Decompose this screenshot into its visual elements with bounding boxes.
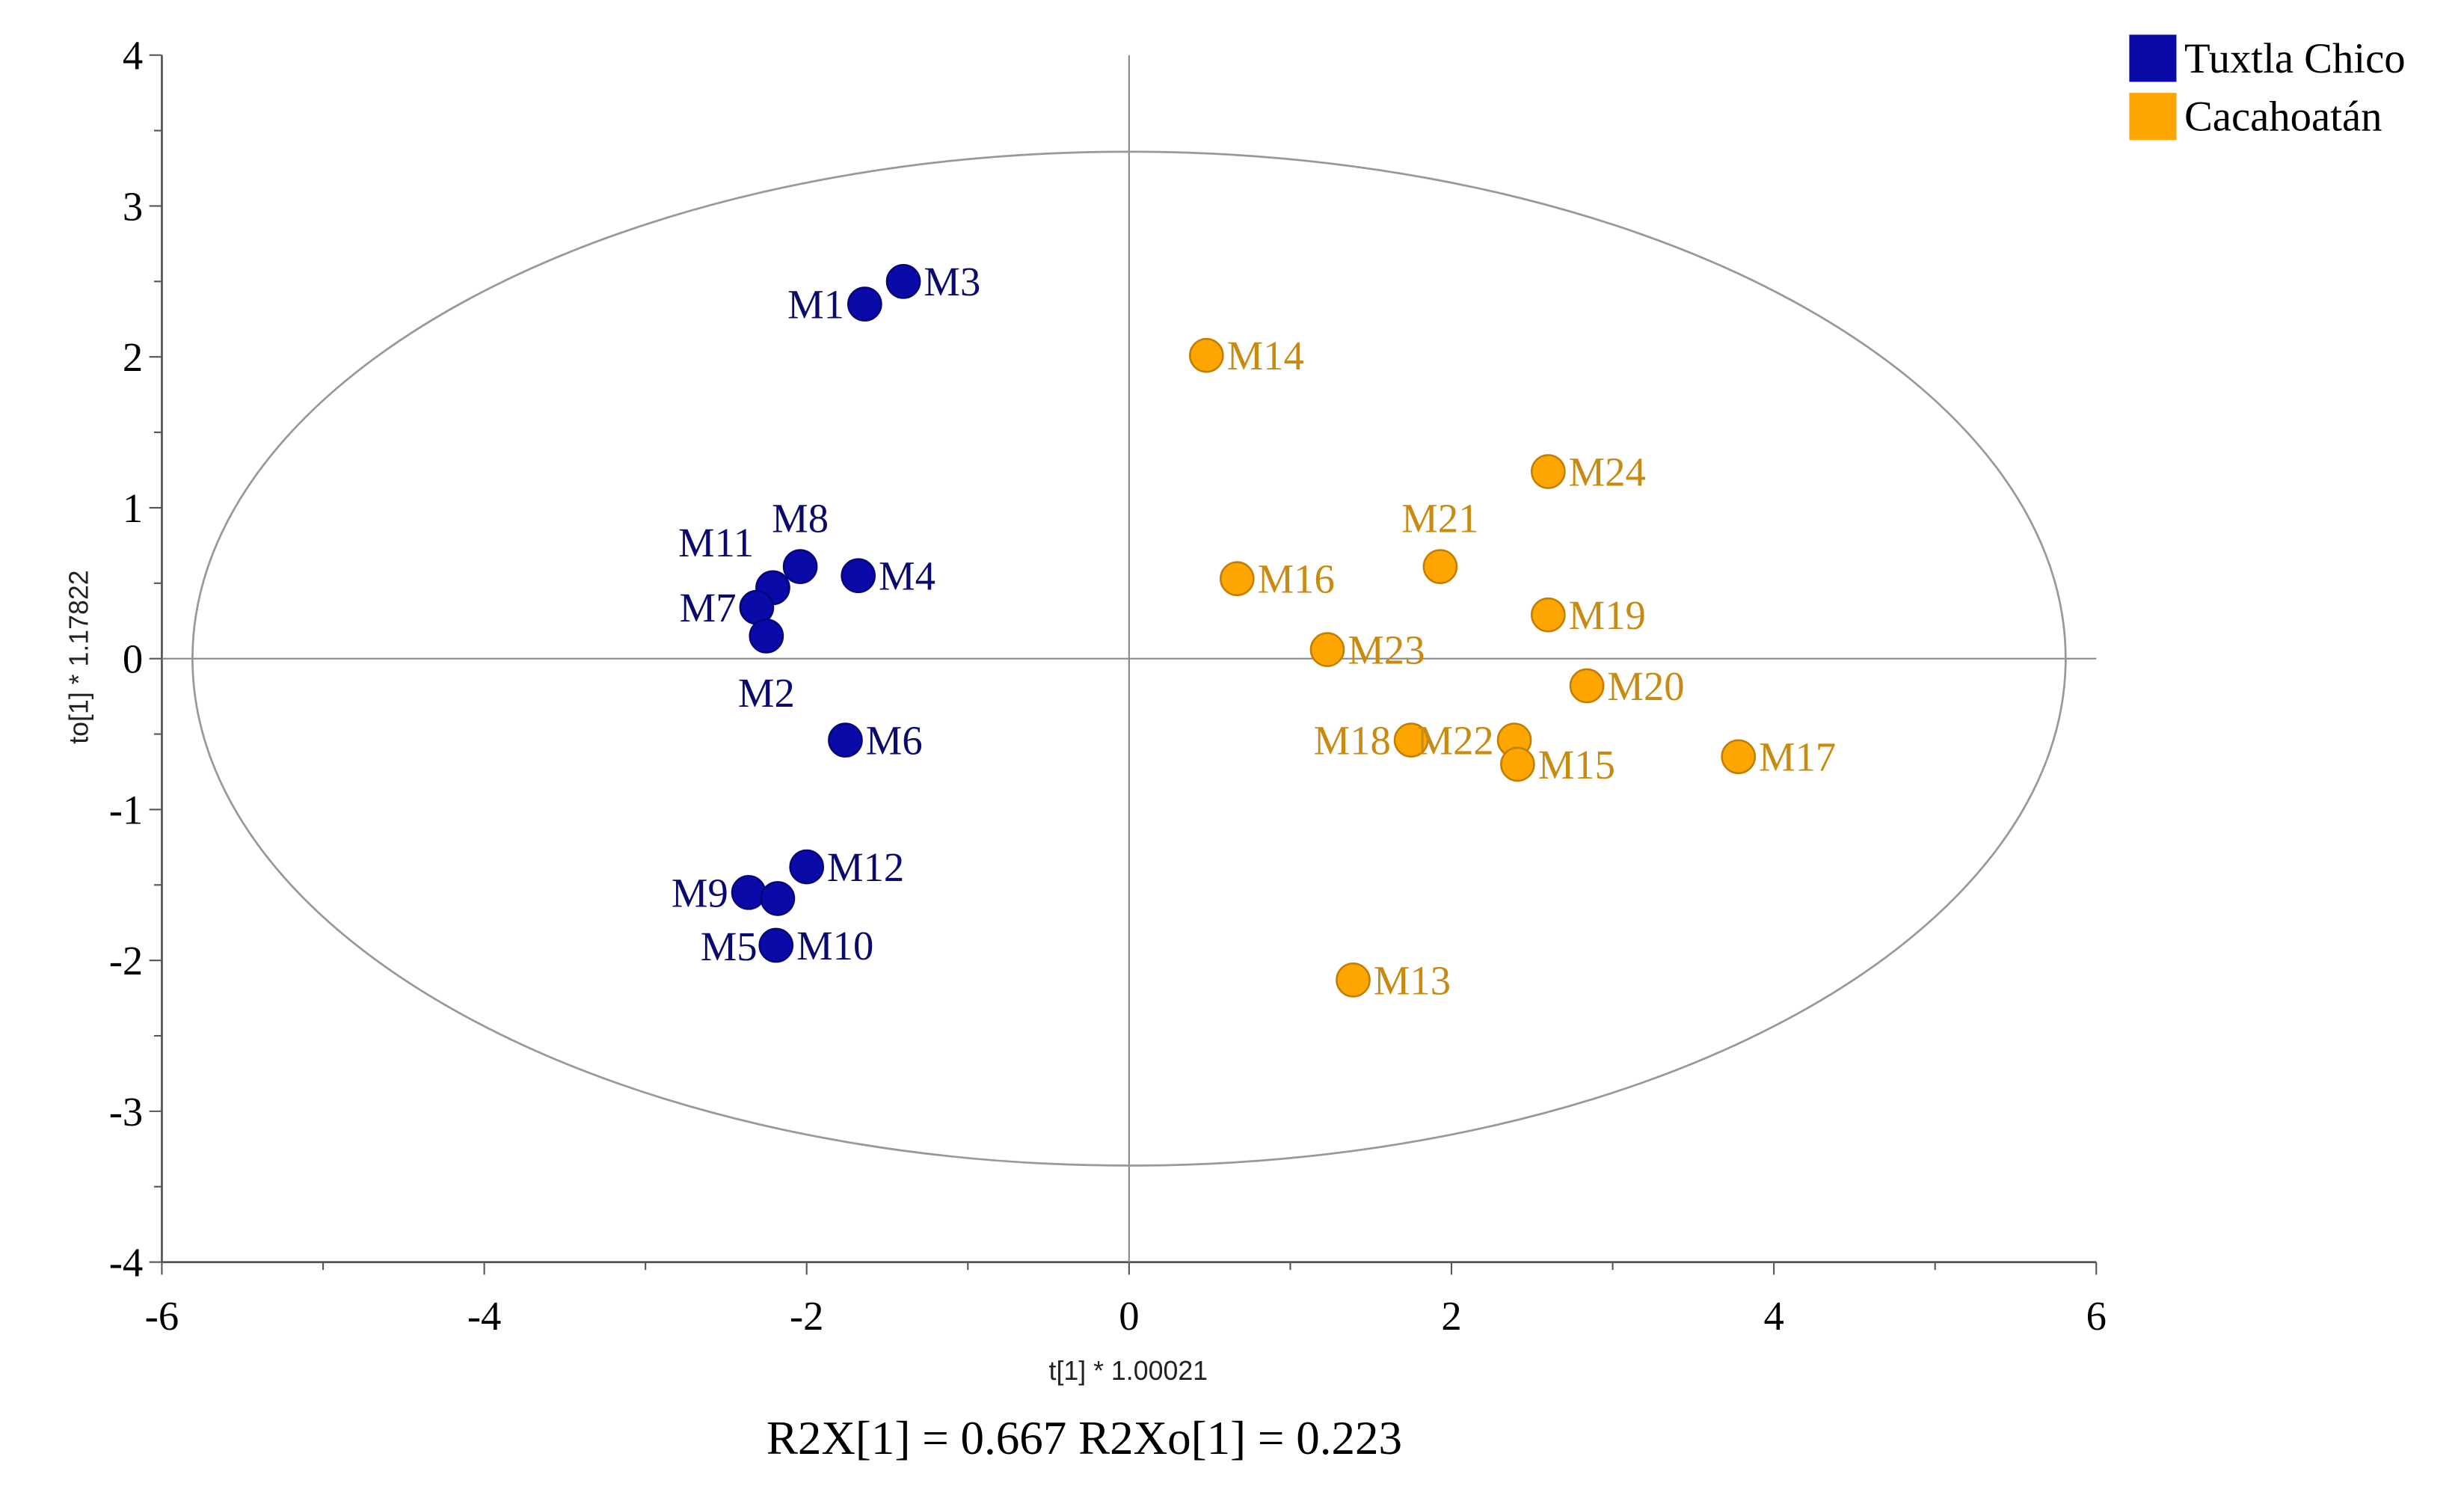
point-m19 — [1531, 597, 1566, 633]
x-tick-label: 4 — [1763, 1293, 1784, 1339]
y-tick-label: -2 — [109, 938, 144, 983]
point-m20 — [1569, 668, 1605, 704]
y-tick-label: -3 — [109, 1089, 144, 1135]
point-label-m1: M1 — [787, 282, 844, 328]
point-label-m12: M12 — [827, 844, 904, 890]
legend: Tuxtla Chico Cacahoatán — [2129, 34, 2406, 141]
point-m15 — [1500, 746, 1535, 782]
point-label-m8: M8 — [772, 495, 829, 541]
y-axis-label: to[1] * 1.17822 — [64, 570, 94, 743]
x-tick-label: -6 — [145, 1293, 179, 1339]
point-label-m17: M17 — [1759, 734, 1836, 780]
point-m17 — [1721, 739, 1757, 775]
y-tick-label: 1 — [123, 485, 143, 531]
point-m6 — [828, 722, 863, 758]
point-label-m22: M22 — [1417, 718, 1494, 764]
point-label-m24: M24 — [1569, 449, 1646, 494]
y-tick-label: -1 — [109, 787, 144, 832]
point-label-m15: M15 — [1538, 742, 1615, 788]
x-tick-label: -2 — [790, 1293, 824, 1339]
point-m5 — [760, 881, 796, 916]
point-label-m16: M16 — [1258, 556, 1335, 602]
point-label-m23: M23 — [1348, 627, 1425, 672]
x-tick-label: 0 — [1119, 1293, 1139, 1339]
point-m16 — [1219, 561, 1255, 597]
point-label-m11: M11 — [678, 520, 754, 565]
x-tick-label: 2 — [1441, 1293, 1461, 1339]
hotelling-ellipse — [191, 150, 2067, 1167]
point-m2 — [749, 618, 784, 654]
point-m3 — [885, 264, 921, 299]
legend-label-tuxtla-chico: Tuxtla Chico — [2184, 35, 2406, 82]
point-m4 — [841, 558, 876, 594]
point-m18 — [1393, 722, 1429, 758]
point-m12 — [789, 849, 825, 885]
point-m21 — [1422, 549, 1458, 584]
y-tick-label: 0 — [123, 636, 143, 682]
point-m13 — [1336, 963, 1371, 998]
point-m23 — [1309, 632, 1345, 667]
point-label-m21: M21 — [1401, 495, 1478, 541]
point-label-m18: M18 — [1314, 718, 1391, 764]
x-tick-label: -4 — [467, 1293, 502, 1339]
y-tick-label: -4 — [109, 1240, 144, 1286]
y-tick-label: 2 — [123, 334, 143, 380]
point-label-m14: M14 — [1227, 333, 1304, 378]
x-axis-label: t[1] * 1.00021 — [1049, 1356, 1208, 1386]
point-label-m13: M13 — [1374, 957, 1451, 1003]
point-label-m3: M3 — [924, 259, 980, 304]
point-label-m6: M6 — [866, 718, 923, 764]
point-m8 — [782, 549, 818, 584]
point-label-m9: M9 — [672, 870, 728, 915]
x-tick-label: 6 — [2086, 1293, 2107, 1339]
point-label-m19: M19 — [1569, 592, 1646, 638]
y-tick-label: 4 — [123, 33, 143, 79]
point-m9 — [731, 875, 766, 910]
point-label-m2: M2 — [738, 670, 795, 716]
point-m10 — [758, 927, 794, 963]
legend-swatch-cacahoatan — [2129, 93, 2177, 141]
point-m1 — [847, 286, 882, 322]
point-m14 — [1189, 337, 1224, 373]
point-label-m5: M5 — [701, 924, 758, 969]
y-tick-label: 3 — [123, 183, 143, 229]
point-label-m10: M10 — [796, 923, 873, 969]
point-m24 — [1531, 454, 1566, 489]
point-label-m20: M20 — [1607, 663, 1684, 709]
point-label-m4: M4 — [879, 553, 935, 599]
legend-label-cacahoatan: Cacahoatán — [2184, 93, 2382, 141]
point-label-m7: M7 — [680, 585, 737, 630]
footer-stats: R2X[1] = 0.667 R2Xo[1] = 0.223 — [766, 1412, 1402, 1464]
legend-swatch-tuxtla-chico — [2129, 34, 2177, 82]
